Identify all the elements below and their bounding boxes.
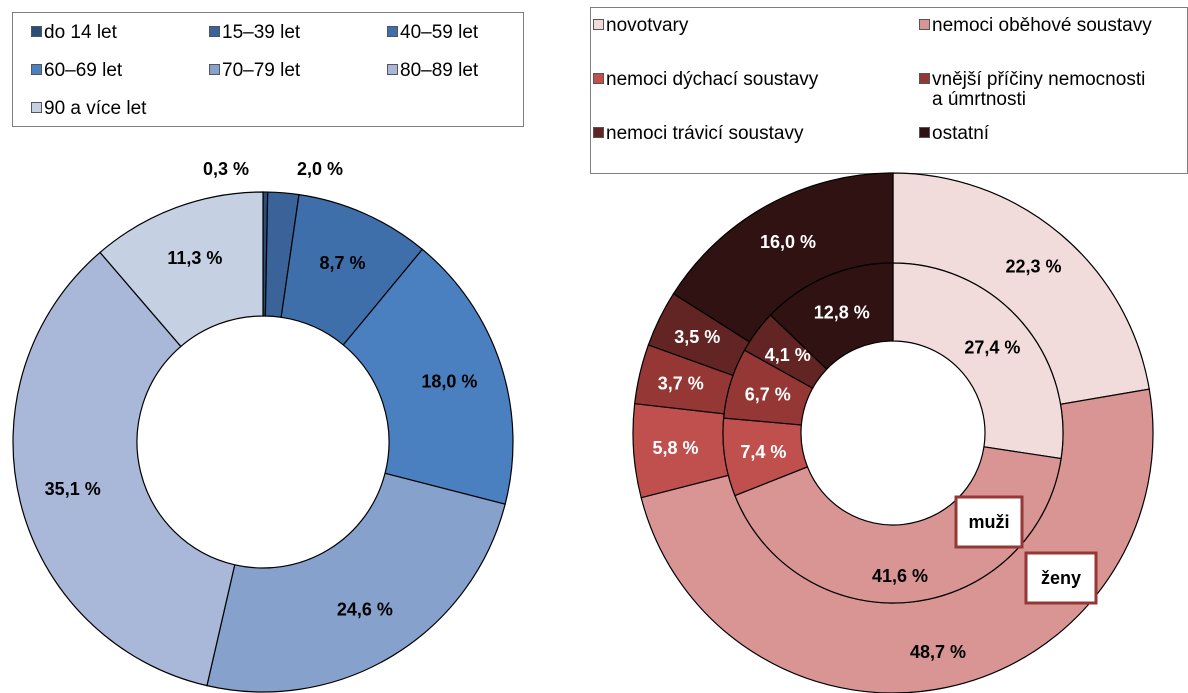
slice-muzi-ostatni — [769, 262, 894, 371]
slice-muzi-novotvary — [892, 262, 1064, 460]
data-label-muzi-ostatni: 12,8 % — [814, 302, 870, 322]
legend-swatch — [209, 64, 220, 75]
data-label-zeny-vnejsi-priciny-nemocnosti-a-umrtnosti: 3,7 % — [658, 373, 704, 393]
slice-70-79-let — [206, 472, 506, 693]
data-label-15-39-let: 2,0 % — [297, 159, 343, 179]
legend-swatch — [209, 26, 220, 37]
legend-swatch — [919, 19, 930, 30]
data-label-70-79-let: 24,6 % — [337, 599, 393, 619]
data-label-muzi-nemoci-dychaci-soustavy: 7,4 % — [740, 442, 786, 462]
legend-label: novotvary — [606, 15, 689, 36]
cause-legend: novotvary nemoci oběhové soustavy nemoci d… — [590, 7, 1188, 174]
legend-label: 15–39 let — [222, 22, 301, 43]
legend-label: 80–89 let — [400, 60, 479, 81]
legend-swatch — [593, 19, 604, 30]
legend-label: nemoci oběhové soustavy — [932, 15, 1152, 36]
legend-label: ostatní — [932, 123, 990, 144]
slice-80-89-let — [12, 251, 236, 687]
slice-90-a-vice-let — [99, 191, 264, 348]
legend-label: 60–69 let — [44, 60, 123, 81]
data-label-zeny-ostatni: 16,0 % — [760, 232, 816, 252]
data-label-muzi-nemoci-obehove-soustavy: 41,6 % — [872, 566, 928, 586]
data-label-muzi-nemoci-travici-soustavy: 4,1 % — [765, 345, 811, 365]
legend-item-do-14-let: do 14 let — [31, 23, 117, 43]
data-label-muzi-vnejsi-priciny-nemocnosti-a-umrtnosti: 6,7 % — [745, 384, 791, 404]
legend-label: 90 a více let — [44, 98, 147, 119]
legend-label: vnější příčiny nemocnosti a úmrtnosti — [932, 69, 1146, 110]
slice-60-69-let — [342, 248, 514, 505]
data-label-90-a-vice-let: 11,3 % — [167, 248, 222, 268]
legend-item-70-79-let: 70–79 let — [209, 61, 300, 81]
data-label-zeny-nemoci-travici-soustavy: 3,5 % — [674, 327, 720, 347]
legend-label: nemoci trávicí soustavy — [606, 123, 804, 144]
legend-item-nemoci-travici-soustavy: nemoci trávicí soustavy — [593, 124, 803, 144]
legend-swatch — [31, 64, 42, 75]
data-label-zeny-nemoci-obehove-soustavy: 48,7 % — [910, 642, 966, 662]
series-label-muzi: muži — [968, 512, 1009, 532]
series-label-zeny-box — [1024, 551, 1098, 605]
legend-swatch — [31, 102, 42, 113]
legend-item-nemoci-dychaci-soustavy: nemoci dýchací soustavy — [593, 70, 818, 90]
legend-swatch — [593, 127, 604, 138]
data-label-zeny-nemoci-dychaci-soustavy: 5,8 % — [653, 438, 699, 458]
legend-swatch — [387, 64, 398, 75]
legend-item-nemoci-obehove-soustavy: nemoci oběhové soustavy — [919, 16, 1152, 36]
data-label-zeny-novotvary: 22,3 % — [1006, 256, 1062, 276]
legend-swatch — [919, 73, 930, 84]
data-label-40-59-let: 8,7 % — [320, 253, 366, 273]
legend-label: do 14 let — [44, 22, 117, 43]
legend-label: 70–79 let — [222, 60, 301, 81]
legend-item-90-a-vice-let: 90 a více let — [31, 99, 146, 119]
legend-item-ostatni: ostatní — [919, 124, 989, 144]
series-label-muzi-box — [954, 495, 1024, 549]
data-label-80-89-let: 35,1 % — [45, 479, 101, 499]
legend-item-15-39-let: 15–39 let — [209, 23, 300, 43]
legend-label: 40–59 let — [400, 22, 479, 43]
data-label-do-14-let: 0,3 % — [203, 159, 249, 179]
legend-item-40-59-let: 40–59 let — [387, 23, 478, 43]
legend-item-80-89-let: 80–89 let — [387, 61, 478, 81]
slice-muzi-nemoci-obehove-soustavy — [734, 446, 1062, 604]
legend-swatch — [919, 127, 930, 138]
legend-item-vnejsi-priciny-nemocnosti-a-umrtnosti: vnější příčiny nemocnosti a úmrtnosti — [919, 70, 1145, 110]
legend-swatch — [387, 26, 398, 37]
age-legend: do 14 let 15–39 let 40–59 let 60–69 let 70–7… — [12, 12, 524, 127]
legend-label: nemoci dýchací soustavy — [606, 69, 819, 90]
legend-swatch — [593, 73, 604, 84]
legend-item-60-69-let: 60–69 let — [31, 61, 122, 81]
series-label-zeny: ženy — [1041, 568, 1081, 588]
legend-item-novotvary: novotvary — [593, 16, 688, 36]
data-label-60-69-let: 18,0 % — [421, 371, 477, 391]
data-label-muzi-novotvary: 27,4 % — [964, 338, 1020, 358]
legend-swatch — [31, 26, 42, 37]
